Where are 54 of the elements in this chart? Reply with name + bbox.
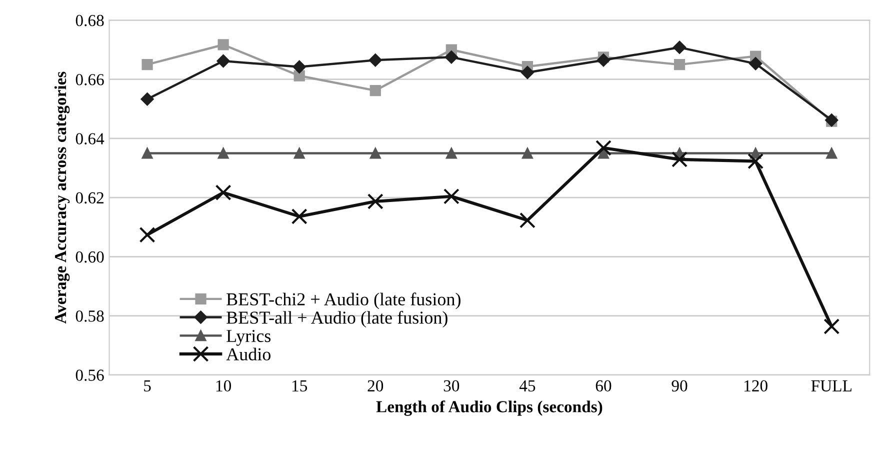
- x-tick-label: 5: [144, 380, 151, 392]
- y-tick-label: 0.66: [76, 74, 104, 86]
- legend-label: Audio: [226, 348, 271, 360]
- x-tick-label: 20: [368, 380, 384, 392]
- point: [370, 148, 381, 159]
- x-tick-label: 90: [672, 380, 688, 392]
- point: [140, 92, 154, 106]
- point: [672, 151, 688, 168]
- point: [444, 50, 458, 64]
- point: [215, 184, 232, 201]
- point: [748, 153, 764, 170]
- point: [826, 148, 838, 159]
- x-tick-label: 45: [519, 380, 536, 392]
- point: [370, 85, 381, 96]
- point: [294, 148, 305, 159]
- point: [519, 212, 536, 228]
- point: [292, 60, 306, 74]
- legend-label: Lyrics: [226, 330, 271, 346]
- y-tick-label: 0.56: [76, 370, 104, 381]
- y-tick-label: 0.62: [76, 192, 104, 204]
- point: [824, 318, 840, 334]
- y-tick-label: 0.64: [76, 133, 104, 144]
- y-tick-label: 0.68: [76, 14, 104, 26]
- point: [367, 193, 384, 210]
- point: [522, 148, 534, 159]
- point: [142, 58, 153, 70]
- point: [596, 54, 610, 67]
- x-tick-label: 10: [216, 380, 232, 392]
- point: [294, 70, 305, 82]
- point: [748, 57, 762, 70]
- point: [674, 58, 686, 70]
- point: [596, 140, 612, 156]
- point: [216, 54, 230, 68]
- x-axis-title: Length of Audio Clips (seconds): [376, 400, 602, 416]
- x-tick-label: 15: [292, 380, 308, 392]
- point: [672, 40, 686, 54]
- point: [443, 188, 460, 204]
- point: [139, 226, 156, 243]
- point: [218, 39, 229, 50]
- legend-label: BEST-all + Audio (late fusion): [226, 310, 448, 328]
- point: [368, 54, 382, 67]
- y-axis-title: Average Accuracy across categories: [54, 72, 70, 324]
- y-tick-label: 0.58: [76, 310, 104, 322]
- point: [142, 148, 153, 159]
- point: [520, 66, 534, 80]
- x-tick-label: 60: [596, 380, 612, 392]
- x-tick-label: 120: [744, 380, 768, 392]
- x-tick-label: FULL: [811, 380, 852, 392]
- point: [446, 148, 457, 159]
- point: [291, 208, 308, 224]
- x-tick-label: 30: [444, 380, 460, 392]
- point: [218, 148, 229, 159]
- y-tick-label: 0.60: [76, 251, 104, 263]
- legend-label: BEST-chi2 + Audio (late fusion): [226, 292, 460, 310]
